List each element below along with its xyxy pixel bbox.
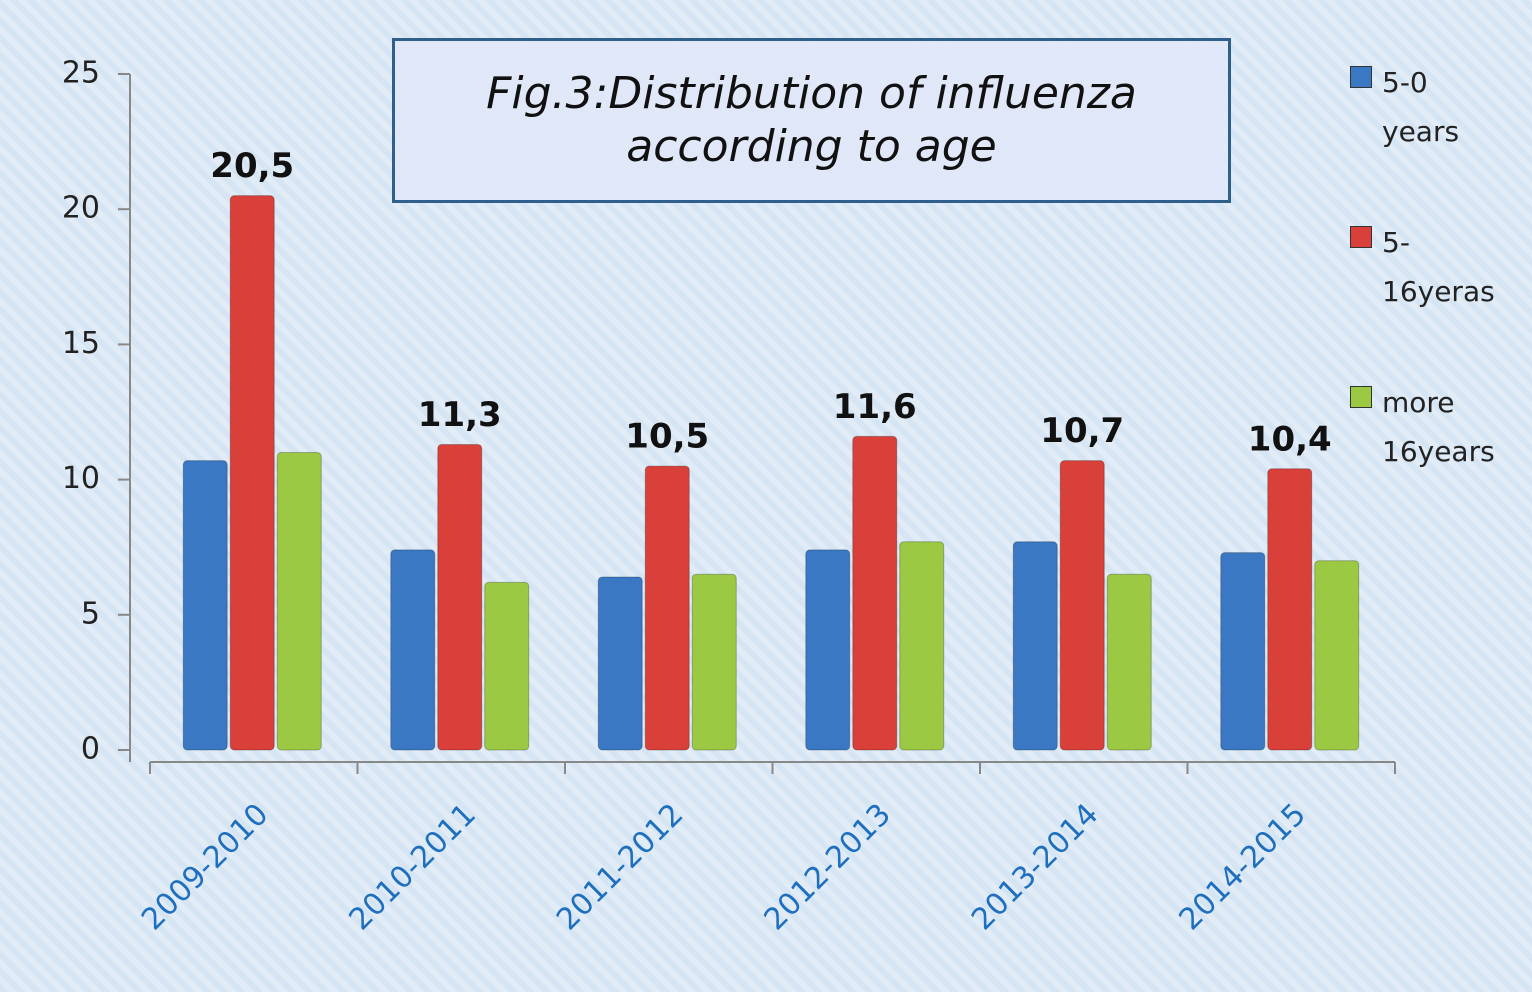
value-label: 10,4 bbox=[1248, 419, 1332, 459]
value-label: 10,5 bbox=[625, 417, 709, 457]
bar bbox=[1267, 468, 1313, 751]
bar bbox=[644, 465, 690, 751]
bar bbox=[182, 460, 228, 751]
value-label: 11,3 bbox=[418, 395, 502, 435]
y-tick-label: 25 bbox=[62, 56, 100, 91]
legend-item: 5-16yeras bbox=[1350, 218, 1532, 316]
x-tick-label: 2012-2013 bbox=[758, 797, 898, 937]
legend-label: more 16years bbox=[1382, 386, 1495, 468]
x-tick-label: 2009-2010 bbox=[135, 797, 275, 937]
bar bbox=[1220, 552, 1266, 751]
bar bbox=[1059, 460, 1105, 751]
legend-item: more 16years bbox=[1350, 378, 1532, 476]
legend-label: 5-0 years bbox=[1382, 66, 1460, 148]
bar bbox=[229, 195, 275, 751]
x-tick-label: 2013-2014 bbox=[965, 797, 1105, 937]
bar bbox=[805, 549, 851, 751]
bar bbox=[390, 549, 436, 751]
y-tick-label: 0 bbox=[81, 732, 100, 767]
bar bbox=[437, 443, 483, 751]
legend-item: 5-0 years bbox=[1350, 58, 1532, 156]
bar bbox=[852, 435, 898, 751]
bar bbox=[1106, 573, 1152, 751]
value-label: 11,6 bbox=[833, 387, 917, 427]
y-tick-label: 20 bbox=[62, 191, 100, 226]
bar bbox=[597, 576, 643, 751]
bar bbox=[899, 541, 945, 751]
value-label: 20,5 bbox=[210, 146, 294, 186]
legend-label: 5-16yeras bbox=[1382, 226, 1495, 308]
x-tick-label: 2011-2012 bbox=[550, 797, 690, 937]
legend-swatch bbox=[1350, 386, 1372, 408]
bar bbox=[276, 452, 322, 751]
value-label: 10,7 bbox=[1040, 411, 1124, 451]
bar bbox=[484, 581, 530, 751]
legend-swatch bbox=[1350, 226, 1372, 248]
y-tick-label: 5 bbox=[81, 596, 100, 631]
bar bbox=[1012, 541, 1058, 751]
bar bbox=[691, 573, 737, 751]
legend: 5-0 years 5-16yeras more 16years bbox=[1350, 58, 1532, 538]
chart-title: Fig.3:Distribution of influenza accordin… bbox=[392, 38, 1231, 203]
x-tick-label: 2010-2011 bbox=[343, 797, 483, 937]
y-tick-label: 15 bbox=[62, 326, 100, 361]
x-tick-label: 2014-2015 bbox=[1173, 797, 1313, 937]
legend-swatch bbox=[1350, 66, 1372, 88]
bar bbox=[1314, 560, 1360, 751]
y-tick-label: 10 bbox=[62, 461, 100, 496]
